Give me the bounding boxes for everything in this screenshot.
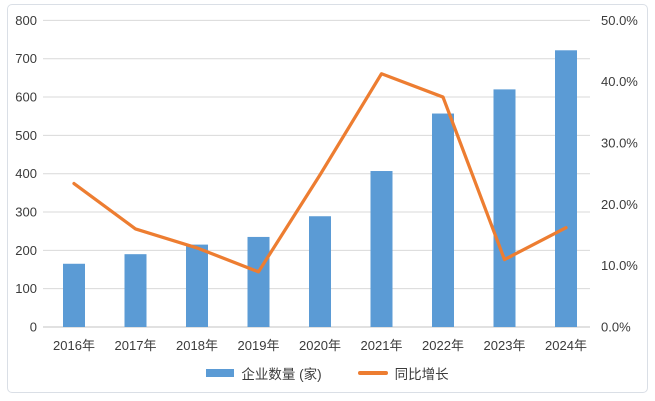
legend-item-yoy-growth: 同比增长 [357, 363, 449, 383]
right-axis-tick-label: 50.0% [601, 13, 638, 28]
bar-2020年 [309, 216, 331, 327]
left-axis-tick-label: 0 [30, 320, 37, 335]
left-axis-tick-label: 800 [15, 13, 37, 28]
left-axis-tick-label: 400 [15, 166, 37, 181]
bar-2024年 [555, 50, 577, 328]
line-series-swatch [357, 371, 388, 375]
bar-2017年 [124, 254, 147, 327]
bar-series-swatch [206, 369, 235, 377]
bar-2018年 [186, 244, 208, 327]
bar-2023年 [493, 89, 516, 327]
left-axis-tick-label: 700 [15, 51, 37, 66]
left-axis-tick-label: 200 [15, 243, 37, 258]
legend-label-enterprise-count: 企业数量 (家) [241, 367, 322, 382]
left-axis-tick-label: 500 [15, 128, 37, 143]
bar-2019年 [247, 236, 270, 327]
legend-item-enterprise-count: 企业数量 (家) [206, 363, 322, 383]
x-axis-category-label: 2017年 [115, 338, 157, 353]
x-axis-category-label: 2023年 [484, 338, 526, 353]
x-axis-category-label: 2016年 [53, 338, 95, 353]
right-axis-tick-label: 10.0% [601, 258, 638, 273]
x-axis-category-label: 2022年 [422, 338, 464, 353]
left-axis-tick-label: 600 [15, 90, 37, 105]
x-axis-category-label: 2019年 [238, 338, 280, 353]
right-axis-tick-label: 0.0% [601, 320, 631, 335]
legend-label-yoy-growth: 同比增长 [394, 367, 449, 382]
bar-2016年 [63, 263, 85, 327]
left-axis-tick-label: 100 [15, 281, 37, 296]
bar-2022年 [432, 113, 454, 327]
bar-2021年 [370, 171, 393, 327]
right-axis-tick-label: 30.0% [601, 136, 638, 151]
chart-frame [7, 4, 648, 393]
right-axis-tick-label: 40.0% [601, 74, 638, 89]
left-axis-tick-label: 300 [15, 205, 37, 220]
right-axis-tick-label: 20.0% [601, 197, 638, 212]
x-axis-category-label: 2020年 [299, 338, 341, 353]
x-axis-category-label: 2021年 [361, 338, 403, 353]
x-axis-category-label: 2024年 [545, 338, 587, 353]
yoy-growth-line [72, 72, 568, 274]
chart-legend: 企业数量 (家) 同比增长 [0, 363, 655, 383]
x-axis-category-label: 2018年 [176, 338, 218, 353]
